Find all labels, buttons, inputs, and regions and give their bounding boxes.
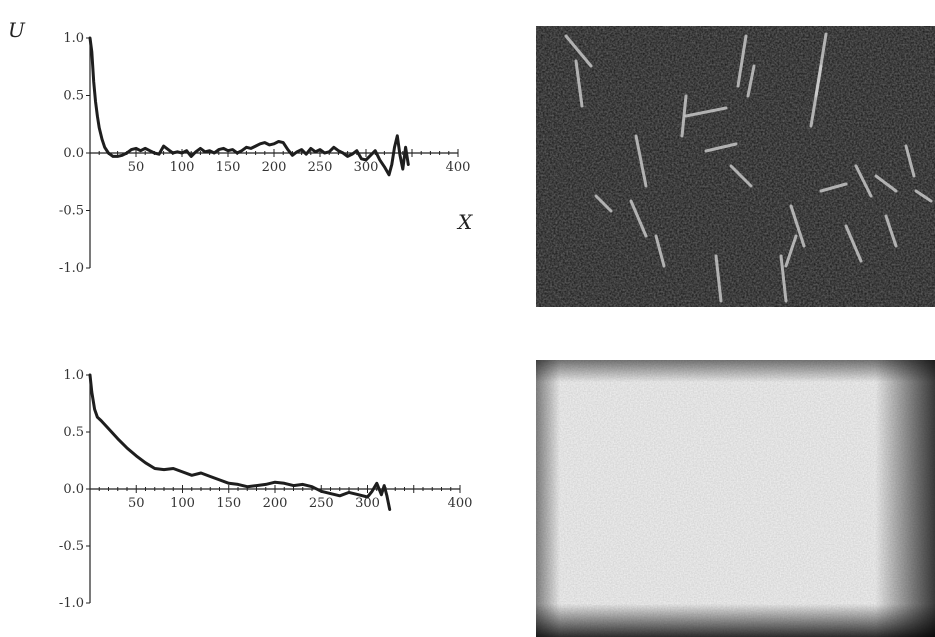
x-tick-label: 250 — [308, 160, 333, 175]
bright-streak — [594, 194, 613, 213]
bright-streak — [564, 34, 593, 68]
bright-streak — [654, 234, 666, 268]
bright-streak — [680, 94, 688, 138]
light-micrograph-image — [536, 360, 935, 637]
bright-streak — [844, 224, 863, 263]
bright-streak — [574, 59, 584, 108]
bright-streak — [819, 182, 848, 193]
tick-labels-bottom: 1.0 0.5 0.0 -0.5 -1.0 50 100 150 200 250 300 400 — [59, 368, 472, 611]
bright-streak — [874, 174, 898, 193]
bright-streak — [634, 134, 648, 188]
bright-streak — [704, 142, 738, 153]
x-tick-label: 200 — [263, 496, 288, 511]
series-top — [88, 36, 410, 177]
bright-streak — [779, 254, 788, 303]
bright-streak — [746, 64, 756, 98]
bright-streaks — [564, 32, 933, 303]
bright-streak — [736, 34, 748, 88]
series-line-bottom — [88, 373, 392, 511]
x-tick-label: 300 — [354, 160, 379, 175]
bright-streak — [729, 164, 753, 188]
y-tick-label: 0.5 — [63, 89, 84, 104]
axes-top — [86, 37, 459, 269]
x-tick-label: 50 — [128, 496, 145, 511]
x-tick-label: 400 — [448, 496, 473, 511]
bright-streak — [714, 254, 723, 303]
x-tick-label: 200 — [262, 160, 287, 175]
x-tick-label: 400 — [446, 160, 471, 175]
x-tick-label: 150 — [216, 496, 241, 511]
bright-streak — [884, 214, 898, 248]
x-axis-title-top: X — [456, 210, 473, 234]
x-tick-label: 100 — [170, 160, 195, 175]
series-line-top — [88, 36, 410, 177]
x-tick-label: 50 — [128, 160, 145, 175]
tick-labels-top: 1.0 0.5 0.0 -0.5 -1.0 50 100 150 200 250 300 400 — [59, 31, 470, 276]
x-tick-label: 100 — [170, 496, 195, 511]
bright-streak — [914, 189, 933, 203]
axes-bottom — [86, 374, 461, 604]
bright-streak — [784, 234, 798, 268]
y-tick-label: -1.0 — [59, 596, 84, 611]
bright-streak — [904, 144, 916, 178]
x-tick-label: 250 — [309, 496, 334, 511]
bright-streak — [809, 64, 823, 128]
y-tick-label: 1.0 — [63, 368, 84, 383]
y-tick-label: -1.0 — [59, 261, 84, 276]
bright-streak — [684, 106, 728, 118]
x-tick-label: 150 — [216, 160, 241, 175]
y-tick-label: -0.5 — [59, 204, 84, 219]
dark-micrograph-image — [536, 26, 935, 307]
y-axis-title-top: U — [8, 18, 26, 42]
series-bottom — [88, 373, 392, 511]
bright-streak — [789, 204, 806, 248]
bright-streak — [629, 199, 648, 238]
chart-top: U X 1.0 0.5 0.0 -0.5 -1.0 50 100 150 200 250 300 40… — [8, 18, 473, 276]
x-tick-label: 300 — [355, 496, 380, 511]
y-tick-label: 0.5 — [63, 425, 84, 440]
y-tick-label: 0.0 — [63, 146, 84, 161]
y-tick-label: 0.0 — [63, 482, 84, 497]
y-tick-label: 1.0 — [63, 31, 84, 46]
y-tick-label: -0.5 — [59, 539, 84, 554]
chart-bottom: 1.0 0.5 0.0 -0.5 -1.0 50 100 150 200 250 300 400 — [59, 368, 472, 611]
bright-streak — [854, 164, 873, 198]
